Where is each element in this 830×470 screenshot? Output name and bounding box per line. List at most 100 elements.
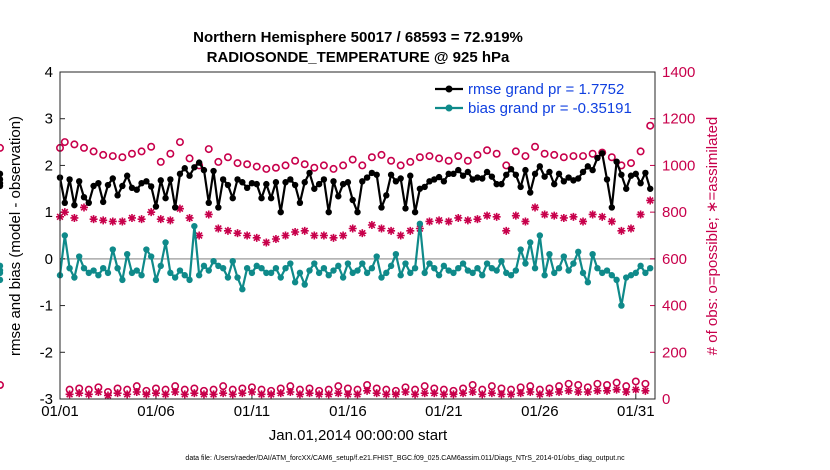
data-point xyxy=(521,217,530,226)
data-point xyxy=(435,272,443,279)
data-point xyxy=(363,269,371,277)
data-point xyxy=(70,140,79,149)
data-point xyxy=(368,169,376,177)
data-point xyxy=(281,161,290,170)
data-point xyxy=(233,159,242,168)
series-line xyxy=(58,152,652,214)
data-point xyxy=(608,204,616,211)
data-point xyxy=(455,166,462,174)
data-point xyxy=(306,267,313,274)
data-point xyxy=(426,260,433,267)
data-point xyxy=(449,390,458,399)
data-point xyxy=(180,390,189,399)
data-point xyxy=(392,178,400,185)
data-point xyxy=(594,265,601,272)
data-point xyxy=(373,253,380,260)
data-point xyxy=(435,154,444,163)
data-point xyxy=(444,156,453,165)
data-point xyxy=(608,272,616,279)
data-point xyxy=(440,262,448,270)
data-point xyxy=(383,269,390,277)
data-point xyxy=(133,267,140,274)
data-point xyxy=(522,166,529,174)
chart-subtitle: RADIOSONDE_TEMPERATURE @ 925 hPa xyxy=(207,49,510,66)
data-point xyxy=(248,269,256,277)
data-point xyxy=(0,170,4,178)
data-point xyxy=(339,274,347,281)
data-point xyxy=(200,262,208,270)
data-point xyxy=(247,387,256,396)
data-point xyxy=(445,267,452,274)
data-point xyxy=(335,262,342,270)
data-point xyxy=(310,163,319,172)
data-point xyxy=(113,389,122,398)
data-point xyxy=(407,172,414,179)
data-point xyxy=(61,199,68,206)
data-point xyxy=(65,390,74,399)
data-point xyxy=(243,160,252,169)
series-assimilated xyxy=(56,196,655,400)
data-point xyxy=(205,199,212,206)
data-point xyxy=(430,389,439,398)
y-right-tick-label: 800 xyxy=(662,204,687,221)
data-point xyxy=(248,179,256,187)
data-point xyxy=(560,253,568,260)
data-point xyxy=(531,170,539,178)
legend-box xyxy=(428,78,648,120)
data-point xyxy=(569,152,578,161)
data-point xyxy=(378,204,385,211)
data-point xyxy=(229,194,236,202)
data-point xyxy=(503,269,510,277)
data-point xyxy=(339,161,348,170)
data-point xyxy=(315,269,323,277)
data-point xyxy=(535,390,544,399)
data-point xyxy=(142,390,151,399)
data-point xyxy=(416,185,424,192)
data-point xyxy=(252,233,261,242)
data-point xyxy=(541,173,548,180)
data-point xyxy=(114,192,121,199)
data-point xyxy=(377,150,386,159)
data-point xyxy=(545,389,554,398)
data-point xyxy=(300,160,309,169)
data-point xyxy=(171,387,180,396)
data-point xyxy=(143,178,150,185)
data-point xyxy=(396,161,405,170)
data-point xyxy=(498,257,505,265)
data-point xyxy=(99,265,107,272)
data-point xyxy=(431,176,438,183)
data-point xyxy=(589,250,596,258)
data-point xyxy=(391,390,400,399)
y-right-tick-label: 1200 xyxy=(662,111,695,128)
data-point xyxy=(243,265,251,272)
data-point xyxy=(631,377,640,386)
data-point xyxy=(311,185,318,192)
data-point xyxy=(166,216,175,225)
data-point xyxy=(483,168,491,176)
data-point xyxy=(372,389,381,398)
data-point xyxy=(503,171,510,178)
data-point xyxy=(214,224,223,233)
data-point xyxy=(234,176,241,183)
data-point xyxy=(99,198,107,206)
x-tick-label: 01/06 xyxy=(137,403,175,420)
data-point xyxy=(195,159,203,166)
data-point xyxy=(493,267,500,274)
data-point xyxy=(277,274,284,281)
data-point xyxy=(479,175,486,182)
data-point xyxy=(444,217,453,226)
data-point xyxy=(378,274,385,281)
data-point xyxy=(421,183,428,191)
data-point xyxy=(191,164,198,171)
data-point xyxy=(555,387,564,396)
data-point xyxy=(367,220,376,229)
data-point xyxy=(479,272,486,279)
data-point xyxy=(287,176,294,183)
data-point xyxy=(613,276,620,284)
chart-title: Northern Hemisphere 50017 / 68593 = 72.9… xyxy=(193,29,523,46)
data-point xyxy=(190,389,199,398)
x-tick-label: 01/31 xyxy=(617,403,655,420)
data-point xyxy=(330,267,337,274)
data-point xyxy=(488,265,496,272)
data-point xyxy=(459,172,467,179)
